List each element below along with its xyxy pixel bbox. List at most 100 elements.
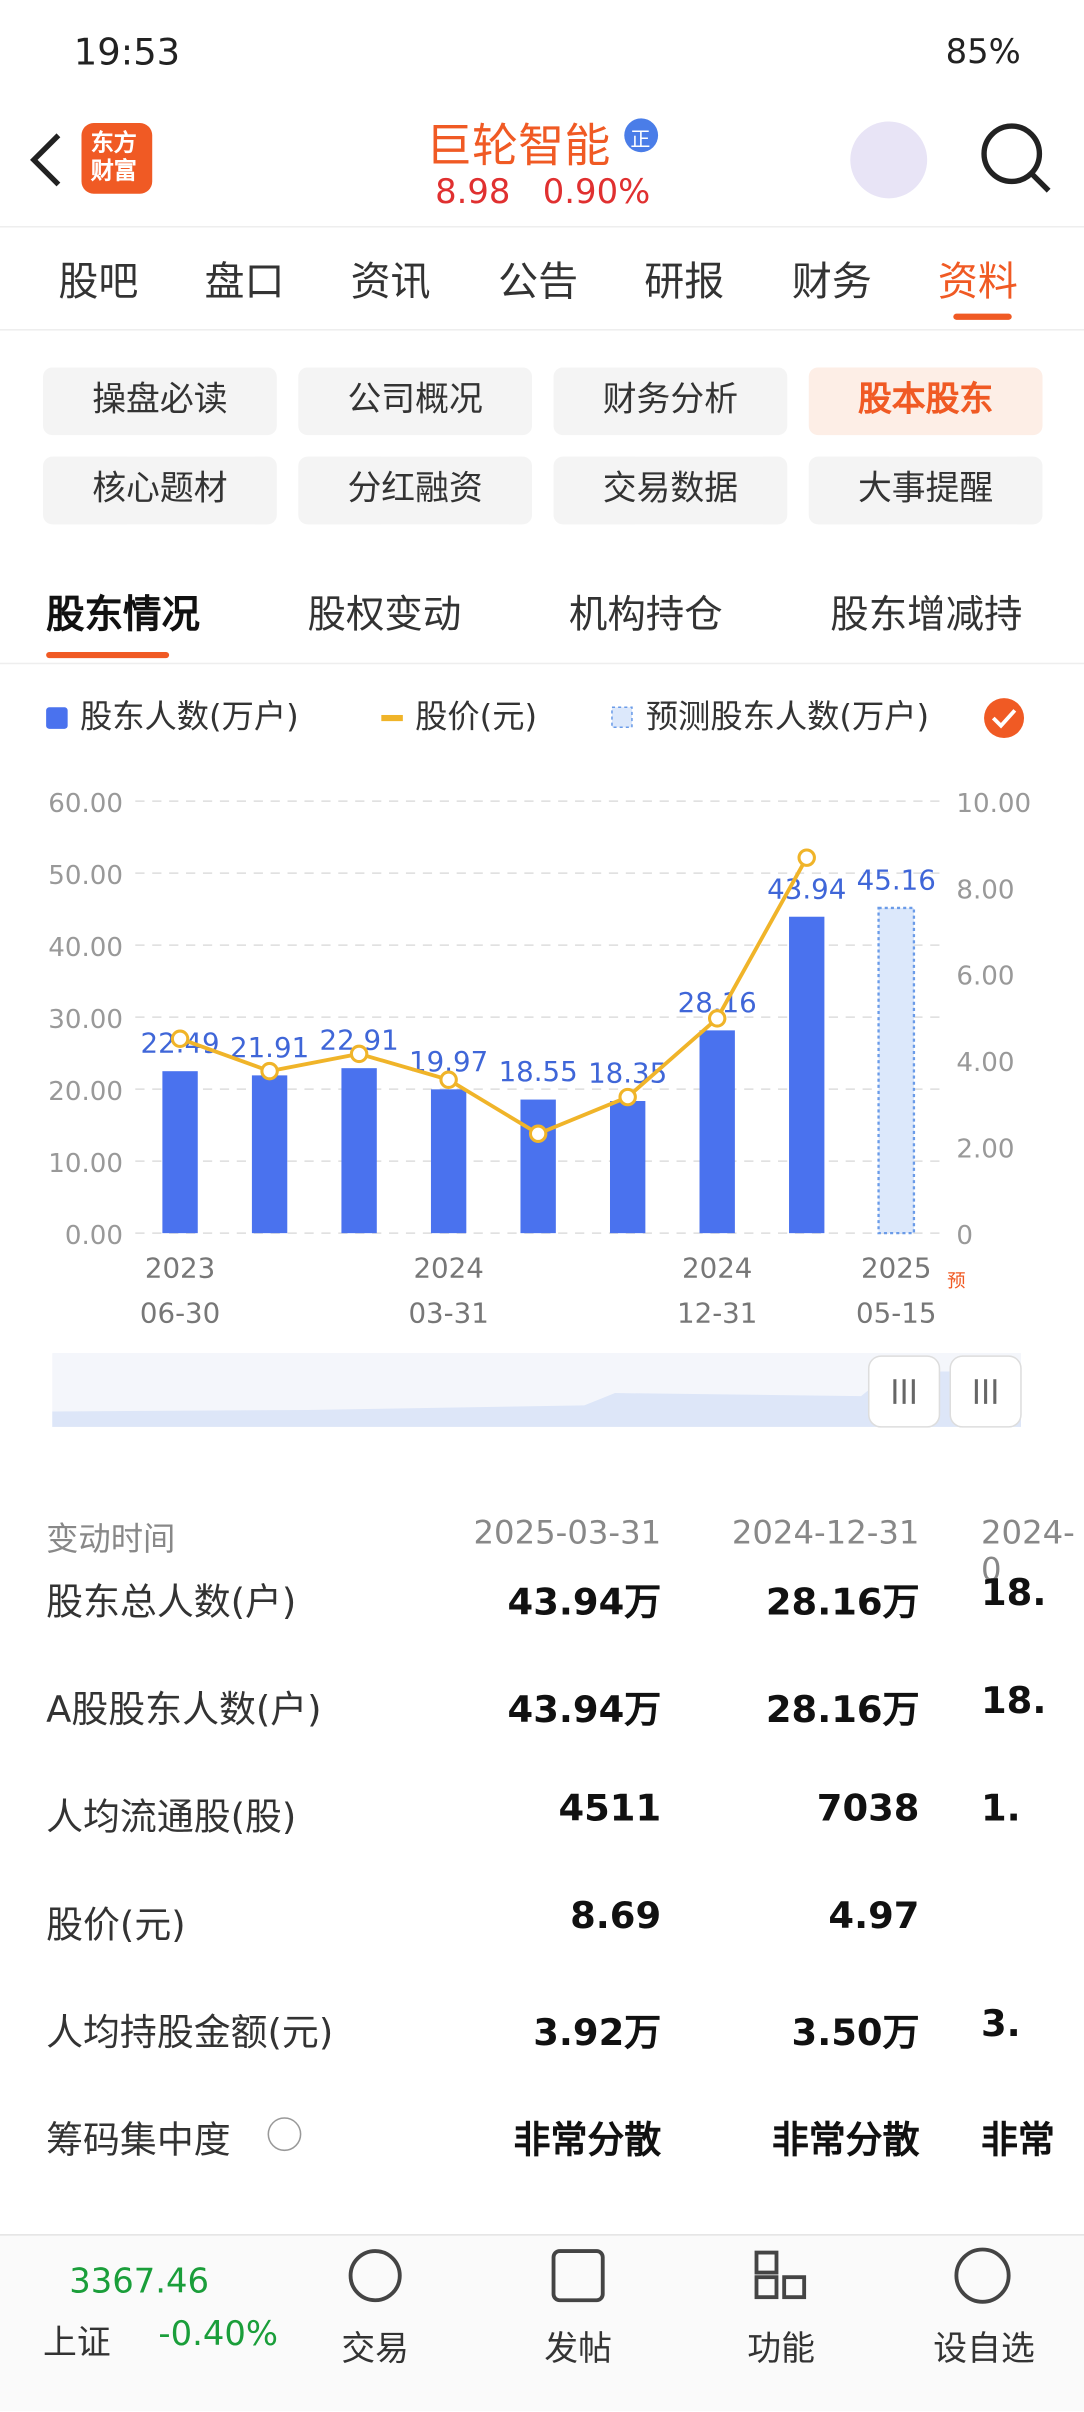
check: [991, 709, 1017, 729]
trade-icon[interactable]: [348, 2249, 402, 2303]
watch-icon[interactable]: [954, 2247, 1011, 2304]
post-icon[interactable]: [551, 2249, 605, 2303]
battery: 85%: [945, 33, 1021, 73]
func-icon: [782, 2275, 807, 2300]
tab[interactable]: 股吧: [58, 259, 139, 306]
nav-button[interactable]: 功能: [747, 2330, 815, 2370]
back-icon[interactable]: [30, 133, 61, 187]
bar: [341, 1068, 377, 1234]
func-icon[interactable]: [754, 2250, 779, 2275]
chip[interactable]: 核心题材: [43, 456, 277, 525]
x-tick-label: 03-31: [408, 1296, 488, 1329]
tab[interactable]: 研报: [644, 259, 725, 306]
change: 0.90%: [542, 173, 651, 213]
legend-swatch: [611, 706, 633, 729]
chip[interactable]: 交易数据: [553, 456, 788, 525]
chip[interactable]: 股本股东: [808, 367, 1043, 436]
chip[interactable]: 分红融资: [298, 456, 533, 525]
subtab-indicator: [46, 651, 170, 659]
subtab[interactable]: 股权变动: [307, 591, 462, 637]
value-label: 43.94: [767, 872, 846, 905]
price-point: [528, 1124, 548, 1143]
legend-toggle[interactable]: [984, 698, 1025, 739]
price-point: [797, 848, 816, 867]
divider: [0, 329, 1084, 331]
tab-indicator: [953, 313, 1012, 320]
clock: 19:53: [73, 30, 181, 74]
x-tick-label: 12-31: [677, 1296, 757, 1329]
y2-tick-label: 6.00: [956, 962, 1014, 992]
nav-button[interactable]: 交易: [341, 2330, 409, 2370]
table-row: A股股东人数(户) 43.94万 28.16万 18.: [0, 1648, 1084, 1756]
logo: 东方 财富: [91, 129, 137, 184]
table-cell: 筹码集中度: [46, 2118, 231, 2162]
bar: [430, 1089, 467, 1234]
price-point: [439, 1070, 458, 1089]
table-cell: 非常: [980, 2118, 1055, 2162]
bar: [251, 1075, 288, 1234]
tab[interactable]: 资料: [937, 259, 1018, 306]
table-cell: 1.: [980, 1786, 1021, 1830]
y2-tick-label: 8.00: [956, 875, 1014, 905]
subtab[interactable]: 股东情况: [46, 591, 200, 637]
price: 8.98: [435, 173, 511, 213]
legend-label: 股东人数(万户): [80, 697, 299, 735]
tab[interactable]: 财务: [791, 259, 872, 306]
divider: [0, 226, 1084, 228]
subtab[interactable]: 股东增减持: [830, 591, 1023, 637]
table-cell: 43.94万: [507, 1580, 662, 1624]
price-point: [618, 1087, 637, 1107]
price-line: [179, 856, 809, 1136]
price-point: [349, 1044, 369, 1064]
price-point: [170, 1029, 190, 1048]
legend-swatch: [46, 707, 68, 729]
x-tick-label: 2024: [413, 1252, 483, 1285]
table-cell: 2025-03-31: [473, 1514, 662, 1552]
tab[interactable]: 盘口: [204, 259, 285, 306]
table-row: 筹码集中度 非常分散 非常分散 非常: [0, 2079, 1084, 2187]
table-row: 股价(元) 8.69 4.97: [0, 1864, 1084, 1972]
y2-tick-label: 10.00: [956, 789, 1031, 819]
logo-line: 东方: [90, 129, 137, 157]
table-cell: 28.16万: [765, 1688, 920, 1732]
subtab[interactable]: 机构持仓: [568, 591, 723, 637]
table-cell: 2024-12-31: [731, 1514, 920, 1552]
robot-icon[interactable]: [850, 121, 928, 199]
x-tick-label: 2025: [861, 1252, 931, 1285]
x-tick-label: 2023: [145, 1252, 215, 1285]
header-icons: [30, 118, 1051, 199]
bar: [520, 1099, 556, 1234]
func-icon: [754, 2275, 779, 2300]
table-row: 人均持股金额(元) 3.92万 3.50万 3.: [0, 1971, 1084, 2079]
legend-label: 股价(元): [415, 697, 537, 735]
table-cell: 人均持股金额(元): [46, 2011, 334, 2055]
bottom-bar: [0, 2234, 1084, 2411]
badge: 正: [630, 129, 651, 153]
table-cell: 变动时间: [46, 1520, 176, 1558]
y-tick-label: 10.00: [48, 1149, 123, 1179]
y2-tick-label: 4.00: [956, 1048, 1014, 1078]
bar: [699, 1030, 735, 1234]
x-tick-label: 2024: [682, 1252, 752, 1285]
chip[interactable]: 财务分析: [553, 367, 788, 436]
tab[interactable]: 公告: [498, 259, 579, 306]
tab[interactable]: 资讯: [350, 259, 431, 306]
chip[interactable]: 大事提醒: [808, 456, 1043, 525]
table-cell: 3.50万: [791, 2011, 920, 2055]
chip[interactable]: 操盘必读: [43, 367, 277, 436]
chip[interactable]: 公司概况: [298, 367, 533, 436]
nav-button[interactable]: 发帖: [544, 2330, 612, 2370]
table-cell: 非常分散: [513, 2118, 662, 2162]
table-cell: 7038: [816, 1786, 920, 1830]
search-icon[interactable]: [981, 123, 1043, 185]
help-icon[interactable]: [267, 2117, 302, 2152]
annotation: 预: [947, 1271, 965, 1292]
nav-button[interactable]: 设自选: [933, 2330, 1035, 2370]
table-cell: 8.69: [570, 1894, 662, 1938]
price-point: [260, 1061, 279, 1081]
table-cell: A股股东人数(户): [46, 1688, 322, 1732]
stock-name: 巨轮智能: [425, 119, 611, 174]
bar: [609, 1101, 646, 1234]
y-tick-label: 20.00: [48, 1077, 123, 1107]
